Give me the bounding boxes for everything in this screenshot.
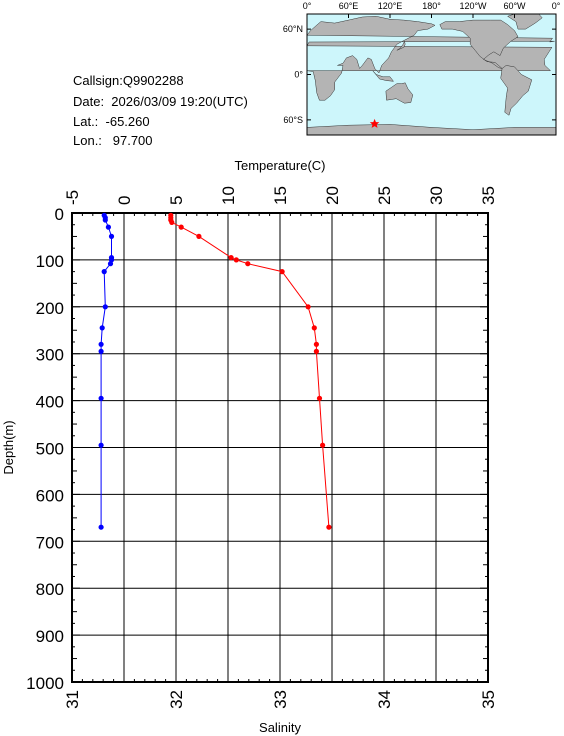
depth-tick-label: 800 (36, 580, 64, 599)
map-landmass (385, 82, 414, 104)
temperature-data-point (98, 442, 104, 448)
map-top-tick-label: 120°E (378, 1, 403, 11)
map-top-tick-label: 0° (552, 1, 561, 11)
depth-tick-label: 700 (36, 533, 64, 552)
depth-tick-label: 200 (36, 299, 64, 318)
temperature-tick-label: 30 (427, 186, 446, 205)
salinity-data-point (305, 304, 311, 310)
temperature-data-point (98, 348, 104, 354)
depth-tick-label: 0 (55, 205, 64, 224)
salinity-tick-label: 31 (63, 690, 82, 709)
salinity-tick-label: 33 (271, 690, 290, 709)
map-landmass (500, 65, 533, 116)
salinity-data-point (313, 341, 319, 347)
world-map: 0° 60°E 120°E 180° 120°W 60°W 0° 60°N 0° 60°S (283, 1, 561, 136)
depth-tick-label: 600 (36, 486, 64, 505)
temperature-profile-line (100, 215, 112, 528)
station-marker-star (369, 118, 380, 128)
depth-tick-label: 400 (36, 393, 64, 412)
temperature-tick-label: 10 (219, 186, 238, 205)
temperature-tick-label: 20 (323, 186, 342, 205)
temperature-tick-label: 35 (479, 186, 498, 205)
map-landmass (372, 70, 395, 82)
temperature-axis-label: Temperature(C) (234, 158, 325, 173)
salinity-tick-label: 35 (479, 690, 498, 709)
map-top-tick-label: 60°W (503, 1, 526, 11)
map-side-tick-label: 0° (294, 70, 303, 80)
salinity-tick-label: 32 (167, 690, 186, 709)
temperature-tick-label: 15 (271, 186, 290, 205)
map-side-tick-label: 60°N (283, 24, 303, 34)
date-label: Date: 2026/03/09 19:20(UTC) (73, 94, 248, 109)
callsign-label: Callsign:Q9902288 (73, 73, 184, 88)
depth-tick-label: 900 (36, 627, 64, 646)
salinity-data-point (178, 224, 184, 230)
map-top-tick-label: 180° (422, 1, 441, 11)
salinity-tick-label: 34 (375, 690, 394, 709)
temperature-data-point (107, 261, 114, 267)
salinity-data-point (311, 325, 317, 331)
temperature-data-point (102, 217, 108, 223)
map-top-tick-label: 120°W (459, 1, 487, 11)
map-landmass (306, 16, 555, 101)
salinity-data-point (313, 348, 319, 354)
map-top-tick-label: 0° (303, 1, 312, 11)
depth-tick-label: 100 (36, 252, 64, 271)
salinity-data-point (245, 261, 251, 267)
temperature-data-point (98, 524, 104, 530)
temperature-data-point (108, 233, 115, 239)
salinity-data-point (326, 524, 332, 530)
salinity-data-point (316, 395, 323, 401)
temperature-data-point (101, 269, 107, 275)
temperature-data-point (99, 325, 105, 331)
temperature-data-point (105, 224, 111, 230)
map-landmass (396, 40, 406, 51)
temperature-tick-label: 25 (375, 186, 394, 205)
temperature-tick-label: 5 (167, 196, 186, 205)
latitude-label: Lat.: -65.260 (73, 114, 150, 129)
map-landmass (439, 19, 519, 69)
salinity-data-point (169, 219, 175, 225)
map-top-tick-label: 60°E (339, 1, 359, 11)
depth-tick-label: 300 (36, 346, 64, 365)
salinity-data-point (233, 257, 239, 263)
temperature-tick-label: -5 (63, 190, 82, 205)
temperature-data-point (98, 341, 104, 347)
map-side-tick-label: 60°S (283, 115, 303, 125)
temperature-data-point (102, 304, 108, 310)
depth-tick-label: 1000 (26, 674, 64, 693)
temperature-tick-label: 0 (115, 196, 134, 205)
depth-axis-label: Depth(m) (1, 420, 16, 474)
salinity-axis-label: Salinity (259, 720, 301, 735)
salinity-data-point (320, 442, 326, 448)
salinity-data-point (228, 255, 234, 261)
longitude-label: Lon.: 97.700 (73, 133, 153, 148)
salinity-data-point (196, 233, 202, 239)
temperature-data-point (98, 395, 104, 401)
salinity-data-point (279, 269, 285, 275)
salinity-profile-line (170, 215, 330, 528)
depth-tick-label: 500 (36, 440, 64, 459)
